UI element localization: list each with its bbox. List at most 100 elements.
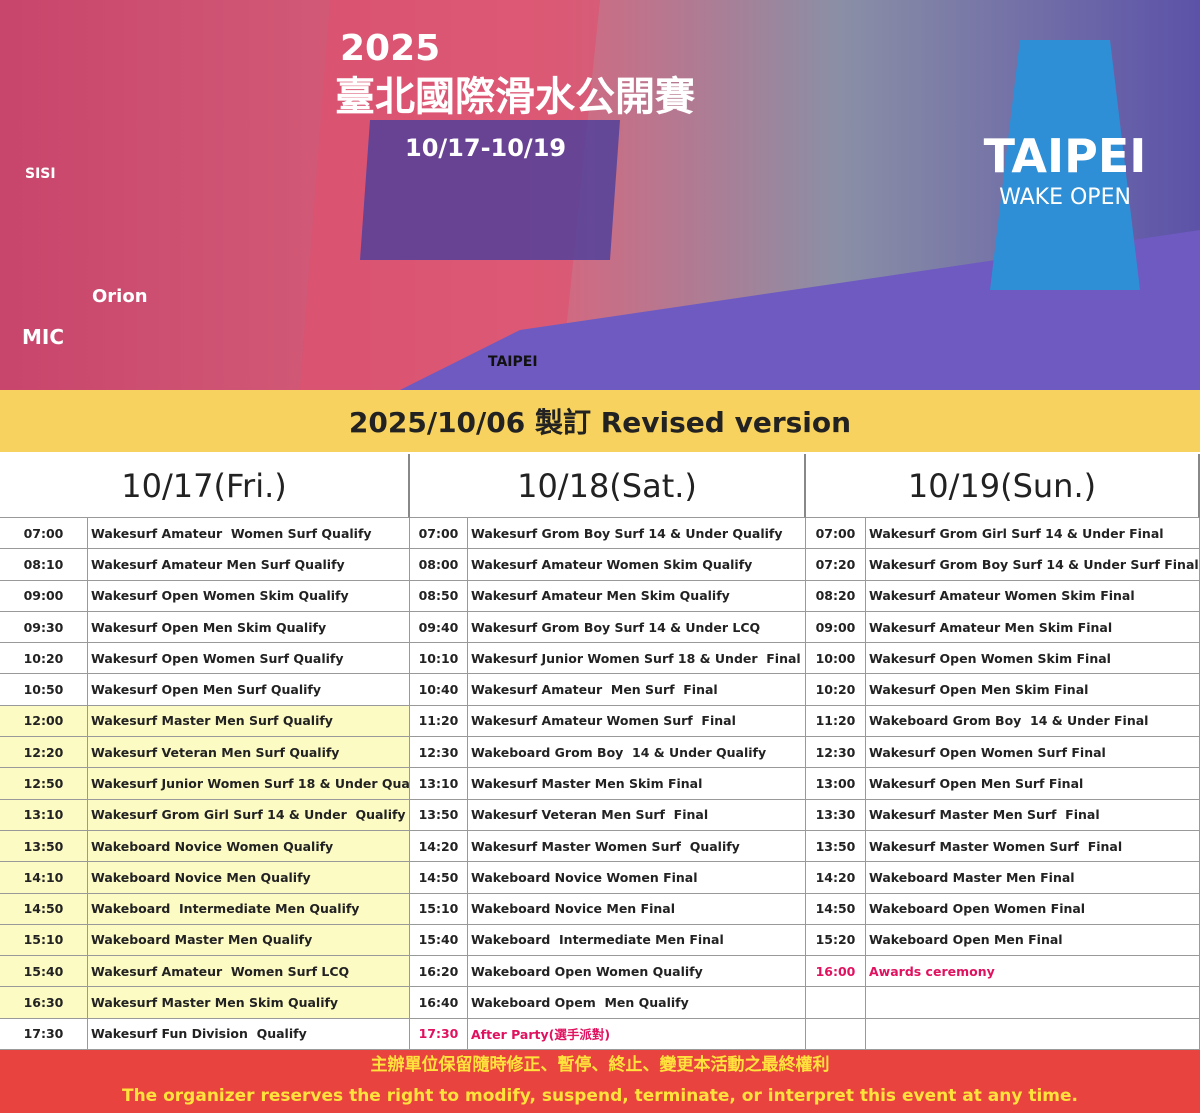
time: 15:20 xyxy=(806,924,866,957)
time: 12:20 xyxy=(0,737,88,769)
event: Wakesurf Master Women Surf Final xyxy=(866,830,1200,863)
schedule-table: 10/17(Fri.) 07:00 Wakesurf Amateur Women S… xyxy=(0,454,1200,1050)
event: Wakesurf Grom Boy Surf 14 & Under Qualif… xyxy=(468,518,806,550)
event: Wakesurf Master Men Skim Qualify xyxy=(88,987,410,1019)
event: Wakeboard Master Men Final xyxy=(866,862,1200,894)
event: Wakesurf Open Men Skim Qualify xyxy=(88,611,410,644)
event: Wakesurf Amateur Women Surf Final xyxy=(468,705,806,738)
event: Wakesurf Veteran Men Surf Qualify xyxy=(88,737,410,769)
time: 14:10 xyxy=(0,862,88,894)
event: Wakeboard Grom Boy 14 & Under Qualify xyxy=(468,737,806,769)
time: 08:50 xyxy=(410,580,468,612)
time xyxy=(806,987,866,1019)
sponsor: Orion xyxy=(92,286,148,307)
event: Wakeboard Grom Boy 14 & Under Final xyxy=(866,705,1200,738)
time: 10:20 xyxy=(0,643,88,675)
event: Wakesurf Grom Girl Surf 14 & Under Quali… xyxy=(88,799,410,831)
event: Wakesurf Amateur Women Surf Qualify xyxy=(88,518,410,550)
time: 13:00 xyxy=(806,768,866,800)
event: Wakeboard Open Women Qualify xyxy=(468,956,806,988)
event: Wakesurf Master Men Skim Final xyxy=(468,768,806,800)
time: 12:50 xyxy=(0,768,88,800)
event: Wakesurf Veteran Men Surf Final xyxy=(468,799,806,831)
time: 14:20 xyxy=(806,862,866,894)
event: Wakeboard Master Men Qualify xyxy=(88,924,410,957)
event: Wakesurf Open Men Surf Qualify xyxy=(88,674,410,706)
event: Wakesurf Junior Women Surf 18 & Under Fi… xyxy=(468,643,806,675)
time: 15:10 xyxy=(0,924,88,957)
time: 16:00 xyxy=(806,956,866,988)
year: 2025 xyxy=(340,28,440,69)
time: 17:30 xyxy=(410,1018,468,1050)
time: 15:40 xyxy=(410,924,468,957)
time: 08:20 xyxy=(806,580,866,612)
event: Wakeboard Opem Men Qualify xyxy=(468,987,806,1019)
footer-zh: 主辦單位保留隨時修正、暫停、終止、變更本活動之最終權利 xyxy=(370,1055,830,1075)
time: 10:20 xyxy=(806,674,866,706)
event: Wakesurf Amateur Men Surf Final xyxy=(468,674,806,706)
footer: 主辦單位保留隨時修正、暫停、終止、變更本活動之最終權利 The organizer… xyxy=(0,1050,1200,1113)
time: 12:30 xyxy=(806,737,866,769)
event: Wakesurf Amateur Men Surf Qualify xyxy=(88,549,410,581)
event: Wakeboard Intermediate Men Qualify xyxy=(88,893,410,925)
sponsor: TAIPEI xyxy=(488,354,538,370)
time: 10:00 xyxy=(806,643,866,675)
time: 09:30 xyxy=(0,611,88,644)
time: 13:50 xyxy=(0,830,88,863)
time: 09:00 xyxy=(0,580,88,612)
dates: 10/17-10/19 xyxy=(405,134,566,162)
time: 14:50 xyxy=(0,893,88,925)
footer-en: The organizer reserves the right to modi… xyxy=(121,1086,1079,1106)
banner: 2025 臺北國際滑水公開賽 10/17-10/19 TAIPEI WAKE O… xyxy=(0,0,1200,390)
day-header: 10/17(Fri.) xyxy=(0,454,410,518)
time: 14:50 xyxy=(410,862,468,894)
event: Wakesurf Amateur Women Skim Final xyxy=(866,580,1200,612)
time xyxy=(806,1018,866,1050)
time: 07:00 xyxy=(410,518,468,550)
event: Wakesurf Grom Girl Surf 14 & Under Final xyxy=(866,518,1200,550)
event: Wakesurf Grom Boy Surf 14 & Under Surf F… xyxy=(866,549,1200,581)
event: Wakesurf Open Women Skim Final xyxy=(866,643,1200,675)
event: Wakesurf Amateur Men Skim Qualify xyxy=(468,580,806,612)
event: Awards ceremony xyxy=(866,956,1200,988)
event: Wakesurf Junior Women Surf 18 & Under Qu… xyxy=(88,768,410,800)
logo-sub: WAKE OPEN xyxy=(999,185,1131,210)
event: Wakesurf Master Men Surf Qualify xyxy=(88,705,410,738)
time: 07:00 xyxy=(806,518,866,550)
time: 08:00 xyxy=(410,549,468,581)
revision: 2025/10/06 製訂 Revised version xyxy=(0,390,1200,452)
sponsor: MIC xyxy=(22,325,64,349)
event: Wakesurf Open Women Skim Qualify xyxy=(88,580,410,612)
time: 09:00 xyxy=(806,611,866,644)
time: 16:40 xyxy=(410,987,468,1019)
event xyxy=(866,1018,1200,1050)
time: 11:20 xyxy=(410,705,468,738)
event: Wakesurf Open Men Surf Final xyxy=(866,768,1200,800)
time: 07:20 xyxy=(806,549,866,581)
event: Wakeboard Intermediate Men Final xyxy=(468,924,806,957)
title: 臺北國際滑水公開賽 xyxy=(335,74,695,120)
time: 16:30 xyxy=(0,987,88,1019)
time: 07:00 xyxy=(0,518,88,550)
time: 13:50 xyxy=(410,799,468,831)
time: 12:00 xyxy=(0,705,88,738)
event: Wakesurf Master Women Surf Qualify xyxy=(468,830,806,863)
time: 10:10 xyxy=(410,643,468,675)
time: 13:10 xyxy=(410,768,468,800)
time: 10:50 xyxy=(0,674,88,706)
event: Wakesurf Amateur Women Surf LCQ xyxy=(88,956,410,988)
event: Wakeboard Open Women Final xyxy=(866,893,1200,925)
event: Wakesurf Open Women Surf Final xyxy=(866,737,1200,769)
event: Wakesurf Fun Division Qualify xyxy=(88,1018,410,1050)
time: 15:40 xyxy=(0,956,88,988)
time: 14:50 xyxy=(806,893,866,925)
time: 14:20 xyxy=(410,830,468,863)
time: 13:50 xyxy=(806,830,866,863)
time: 08:10 xyxy=(0,549,88,581)
time: 13:30 xyxy=(806,799,866,831)
time: 11:20 xyxy=(806,705,866,738)
time: 16:20 xyxy=(410,956,468,988)
event: Wakeboard Novice Men Qualify xyxy=(88,862,410,894)
event: Wakeboard Open Men Final xyxy=(866,924,1200,957)
time: 17:30 xyxy=(0,1018,88,1050)
